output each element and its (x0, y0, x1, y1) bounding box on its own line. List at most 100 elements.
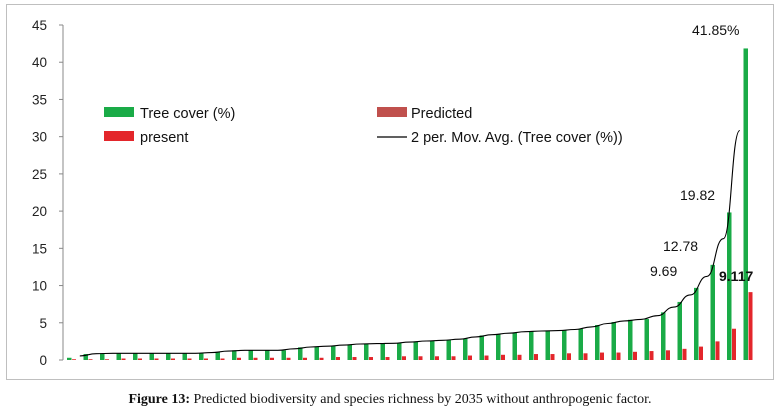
present-bar (567, 353, 571, 360)
bar-chart: 0 5 10 15 20 25 30 35 40 45 Tree cover (%) Predic… (32, 18, 754, 368)
y-tick-label: 25 (32, 167, 47, 182)
present-bar (171, 358, 175, 360)
y-axis: 0 5 10 15 20 25 30 35 40 45 (32, 18, 64, 368)
tree-cover-bar (380, 343, 385, 360)
present-bar (253, 357, 258, 360)
tree-cover-bar (710, 264, 715, 360)
tree-cover-bar (67, 357, 72, 360)
present-bar (72, 359, 76, 360)
data-label-19-82: 19.82 (680, 187, 715, 203)
present-bar (649, 351, 654, 360)
tree-cover-bar (694, 287, 699, 360)
y-tick-label: 15 (32, 241, 47, 256)
present-bar (435, 356, 439, 360)
legend-swatch-tree-cover (104, 107, 134, 117)
present-bar (418, 356, 423, 360)
present-bar (583, 353, 588, 360)
data-label-9-117: 9.117 (719, 268, 753, 284)
tree-cover-bar (661, 312, 666, 360)
figure-caption-text: Predicted biodiversity and species richn… (190, 392, 652, 407)
legend-label-present: present (140, 130, 188, 146)
y-tick-label: 35 (32, 92, 47, 107)
y-tick-label: 45 (32, 18, 47, 33)
present-bar (600, 352, 604, 360)
y-tick-label: 40 (32, 55, 47, 70)
present-bar (286, 357, 291, 360)
present-bar (550, 354, 555, 360)
present-bar (270, 357, 274, 360)
present-bar (237, 357, 241, 360)
present-bar (402, 356, 406, 360)
legend-label-tree-cover: Tree cover (%) (140, 106, 235, 122)
tree-cover-bar (496, 333, 501, 360)
tree-cover-bar (595, 325, 600, 360)
present-bar (748, 292, 753, 360)
legend-swatch-predicted (377, 107, 407, 117)
tree-cover-bar (248, 350, 253, 360)
tree-cover-bar (182, 353, 187, 360)
chart-frame (6, 4, 774, 380)
present-bar (303, 357, 307, 360)
figure-caption: Figure 13: Predicted biodiversity and sp… (0, 392, 780, 408)
moving-average-line (79, 129, 741, 357)
data-label-41-85: 41.85% (692, 22, 739, 38)
tree-cover-bar (727, 212, 732, 360)
present-bar (88, 359, 93, 360)
tree-cover-bar (529, 330, 534, 360)
tree-cover-bar (166, 353, 171, 360)
present-bar (517, 354, 522, 360)
present-bar (385, 357, 390, 360)
tree-cover-bar (314, 346, 319, 360)
tree-cover-bar (446, 339, 451, 360)
tree-cover-bar (413, 341, 418, 360)
present-bar (732, 328, 736, 360)
legend-label-moving-average: 2 per. Mov. Avg. (Tree cover (%)) (411, 130, 623, 146)
present-bar (534, 354, 538, 360)
tree-cover-bar (265, 350, 270, 360)
tree-cover-bar (100, 353, 105, 360)
tree-cover-bar (743, 48, 748, 360)
tree-cover-bar (347, 344, 352, 360)
tree-cover-bar (479, 335, 484, 360)
tree-cover-bar (430, 340, 435, 360)
present-bar (319, 357, 324, 360)
y-tick-label: 30 (32, 130, 47, 145)
data-label-12-78: 12.78 (663, 238, 698, 254)
tree-cover-bar (562, 330, 567, 360)
figure-label: Figure 13: (128, 392, 191, 407)
tree-cover-bar (215, 351, 220, 360)
legend: Tree cover (%) Predicted present 2 per. … (104, 106, 623, 146)
present-bar (204, 358, 208, 360)
present-bar (484, 355, 489, 360)
data-label-9-69: 9.69 (650, 263, 677, 279)
y-tick-label: 10 (32, 279, 47, 294)
legend-label-predicted: Predicted (411, 106, 472, 122)
tree-cover-bar (232, 350, 237, 360)
present-bar (682, 348, 687, 360)
present-bar (121, 358, 126, 360)
present-bar (715, 341, 720, 360)
present-bar (220, 358, 225, 360)
tree-cover-bar (677, 301, 682, 360)
present-bar (154, 358, 159, 360)
tree-cover-bar (281, 350, 286, 360)
tree-cover-bars (67, 48, 748, 360)
present-bar (187, 358, 192, 360)
tree-cover-bar (628, 319, 633, 360)
tree-cover-bar (578, 328, 583, 360)
present-bars (72, 292, 753, 360)
tree-cover-bar (133, 353, 138, 360)
tree-cover-bar (149, 353, 154, 360)
present-bar (501, 354, 505, 360)
tree-cover-bar (644, 319, 649, 360)
tree-cover-bar (463, 338, 468, 360)
present-bar (336, 357, 340, 360)
tree-cover-bar (331, 345, 336, 360)
present-bar (451, 356, 456, 360)
present-bar (468, 355, 472, 360)
tree-cover-bar (512, 332, 517, 360)
present-bar (369, 357, 373, 360)
y-tick-label: 5 (39, 316, 47, 331)
present-bar (352, 357, 357, 360)
present-bar (633, 351, 637, 360)
